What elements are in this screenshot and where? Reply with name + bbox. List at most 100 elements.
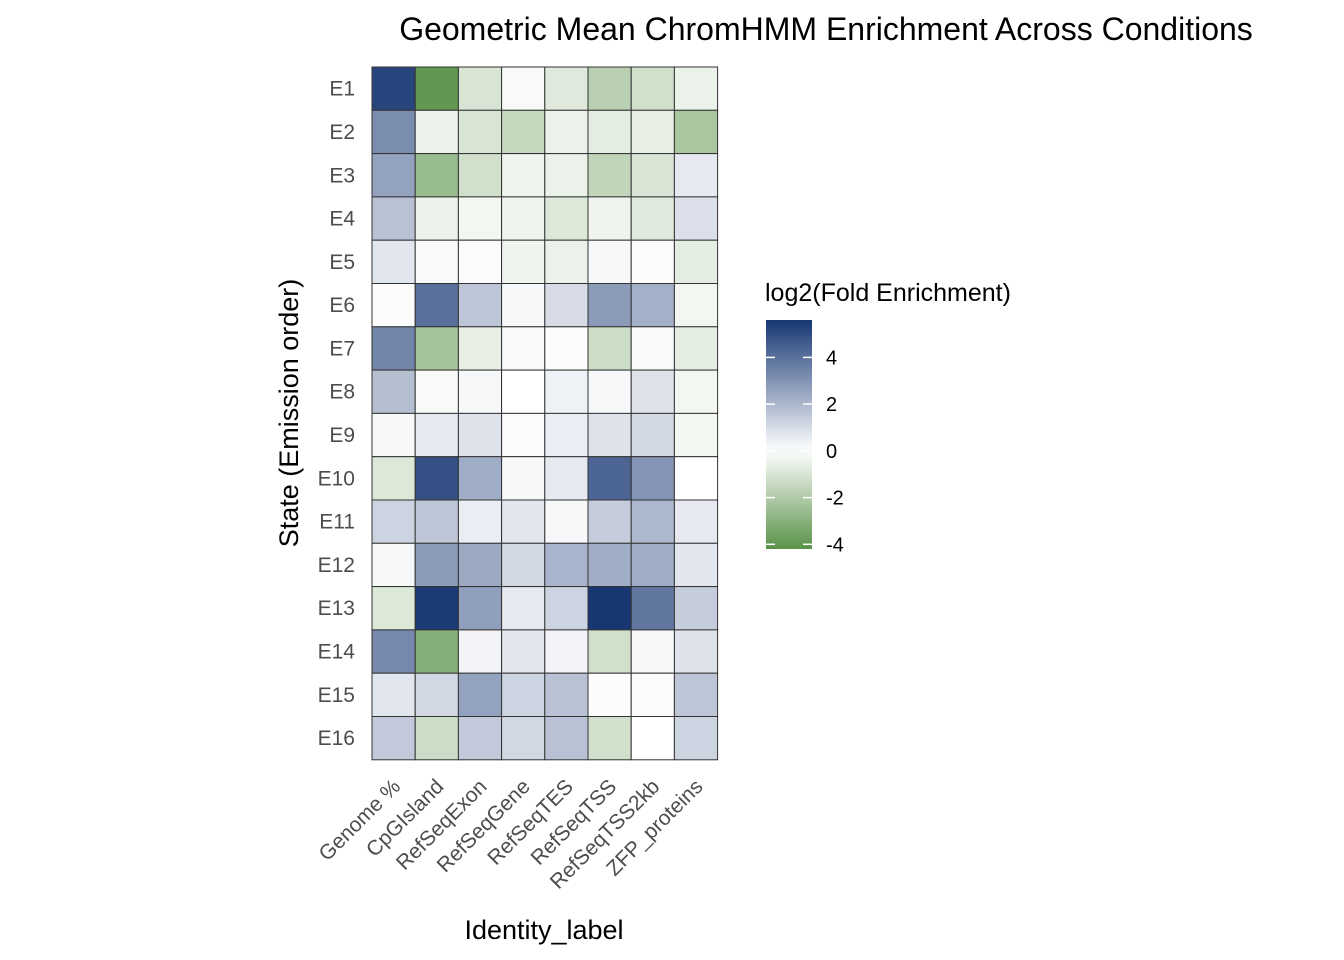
heatmap-cell-e1-0 — [371, 66, 416, 111]
x-tick-labels: Genome %CpGIslandRefSeqExonRefSeqGeneRef… — [315, 775, 708, 894]
heatmap-cell-e9-1 — [414, 412, 459, 458]
heatmap-cell-e11-6 — [630, 499, 675, 544]
heatmap-cell-e8-1 — [414, 369, 459, 414]
heatmap-cell-e5-2 — [457, 239, 503, 284]
y-tick-label: E3 — [329, 164, 355, 187]
legend-tick-label: 0 — [826, 441, 837, 463]
heatmap-cell-e14-4 — [544, 629, 589, 674]
heatmap-cells — [371, 66, 719, 761]
heatmap-cell-e14-6 — [630, 629, 675, 674]
heatmap-cell-e9-3 — [501, 412, 546, 458]
legend-tick-label: -2 — [826, 488, 844, 510]
y-tick-label: E11 — [319, 511, 355, 534]
heatmap-cell-e12-4 — [544, 542, 589, 588]
heatmap-cell-e8-5 — [587, 369, 632, 414]
heatmap-cell-e10-5 — [587, 456, 632, 501]
x-axis-title: Identity_label — [464, 915, 623, 945]
heatmap-cell-e15-6 — [630, 672, 675, 718]
heatmap-cell-e11-3 — [501, 499, 546, 544]
heatmap-cell-e7-0 — [371, 326, 416, 371]
heatmap-cell-e11-4 — [544, 499, 589, 544]
y-tick-labels: E1 E2 E3 E4 E5 E6 E7 E8 E9 E10 E11 E12 E13 E14 E15 E16 — [318, 78, 356, 750]
y-tick-label: E13 — [318, 597, 355, 620]
y-tick-label: E2 — [329, 121, 355, 144]
y-tick-label: E1 — [329, 78, 355, 101]
heatmap-cell-e9-4 — [544, 412, 589, 458]
heatmap-cell-e13-4 — [544, 586, 589, 631]
heatmap-cell-e9-5 — [587, 412, 632, 458]
heatmap-cell-e12-0 — [371, 542, 416, 588]
heatmap-cell-e12-3 — [501, 542, 546, 588]
heatmap-cell-e3-2 — [457, 153, 503, 198]
heatmap-cell-e9-0 — [371, 412, 416, 458]
heatmap-cell-e2-3 — [501, 109, 546, 155]
heatmap-cell-e10-4 — [544, 456, 589, 501]
heatmap-cell-e2-1 — [414, 109, 459, 155]
heatmap-cell-e10-0 — [371, 456, 416, 501]
heatmap-cell-e10-3 — [501, 456, 546, 501]
heatmap-cell-e5-5 — [587, 239, 632, 284]
heatmap-cell-e16-5 — [587, 716, 632, 761]
y-tick-label: E14 — [318, 641, 356, 664]
y-tick-label: E12 — [318, 554, 355, 577]
y-tick-label: E15 — [318, 684, 355, 707]
heatmap-cell-e6-0 — [371, 283, 416, 328]
heatmap-cell-e11-0 — [371, 499, 416, 544]
heatmap-cell-e1-1 — [414, 66, 459, 111]
heatmap-cell-e12-7 — [673, 542, 719, 588]
heatmap-cell-e13-7 — [673, 586, 719, 631]
heatmap-cell-e6-2 — [457, 283, 503, 328]
y-tick-label: E16 — [318, 727, 355, 750]
heatmap-cell-e2-0 — [371, 109, 416, 155]
chart-title: Geometric Mean ChromHMM Enrichment Acros… — [399, 11, 1253, 47]
heatmap-cell-e2-7 — [673, 109, 719, 155]
heatmap-cell-e13-3 — [501, 586, 546, 631]
heatmap-cell-e6-5 — [587, 283, 632, 328]
heatmap-cell-e9-7 — [673, 412, 719, 458]
heatmap-cell-e10-7 — [673, 456, 719, 501]
heatmap-cell-e3-5 — [587, 153, 632, 198]
heatmap-cell-e14-2 — [457, 629, 503, 674]
heatmap-cell-e3-6 — [630, 153, 675, 198]
heatmap-cell-e11-5 — [587, 499, 632, 544]
legend-tick-label: -4 — [826, 534, 844, 556]
y-axis-title: State (Emission order) — [274, 279, 304, 548]
y-tick-label: E5 — [329, 251, 355, 274]
heatmap-cell-e8-4 — [544, 369, 589, 414]
y-tick-label: E6 — [329, 294, 355, 317]
heatmap-cell-e10-2 — [457, 456, 503, 501]
heatmap-cell-e5-4 — [544, 239, 589, 284]
heatmap-cell-e14-7 — [673, 629, 719, 674]
heatmap-cell-e6-7 — [673, 283, 719, 328]
heatmap-cell-e14-1 — [414, 629, 459, 674]
heatmap-cell-e4-0 — [371, 196, 416, 241]
heatmap-cell-e16-2 — [457, 716, 503, 761]
heatmap-cell-e5-6 — [630, 239, 675, 284]
legend-tick-label: 4 — [826, 347, 837, 369]
heatmap-cell-e16-6 — [630, 716, 675, 761]
heatmap-cell-e11-2 — [457, 499, 503, 544]
heatmap-cell-e7-1 — [414, 326, 459, 371]
heatmap-cell-e15-4 — [544, 672, 589, 718]
heatmap-cell-e3-7 — [673, 153, 719, 198]
heatmap-cell-e16-7 — [673, 716, 719, 761]
heatmap-cell-e3-3 — [501, 153, 546, 198]
heatmap-cell-e3-1 — [414, 153, 459, 198]
heatmap-cell-e10-6 — [630, 456, 675, 501]
heatmap-cell-e2-6 — [630, 109, 675, 155]
heatmap-cell-e16-4 — [544, 716, 589, 761]
heatmap-cell-e8-7 — [673, 369, 719, 414]
heatmap-cell-e2-4 — [544, 109, 589, 155]
heatmap-cell-e4-6 — [630, 196, 675, 241]
heatmap-cell-e1-6 — [630, 66, 675, 111]
heatmap-cell-e14-5 — [587, 629, 632, 674]
heatmap-cell-e4-1 — [414, 196, 459, 241]
heatmap-cell-e3-0 — [371, 153, 416, 198]
heatmap-cell-e8-0 — [371, 369, 416, 414]
legend-colorbar — [766, 320, 812, 549]
heatmap-cell-e13-6 — [630, 586, 675, 631]
heatmap-cell-e10-1 — [414, 456, 459, 501]
heatmap-cell-e13-2 — [457, 586, 503, 631]
heatmap-cell-e12-6 — [630, 542, 675, 588]
heatmap-cell-e16-1 — [414, 716, 459, 761]
